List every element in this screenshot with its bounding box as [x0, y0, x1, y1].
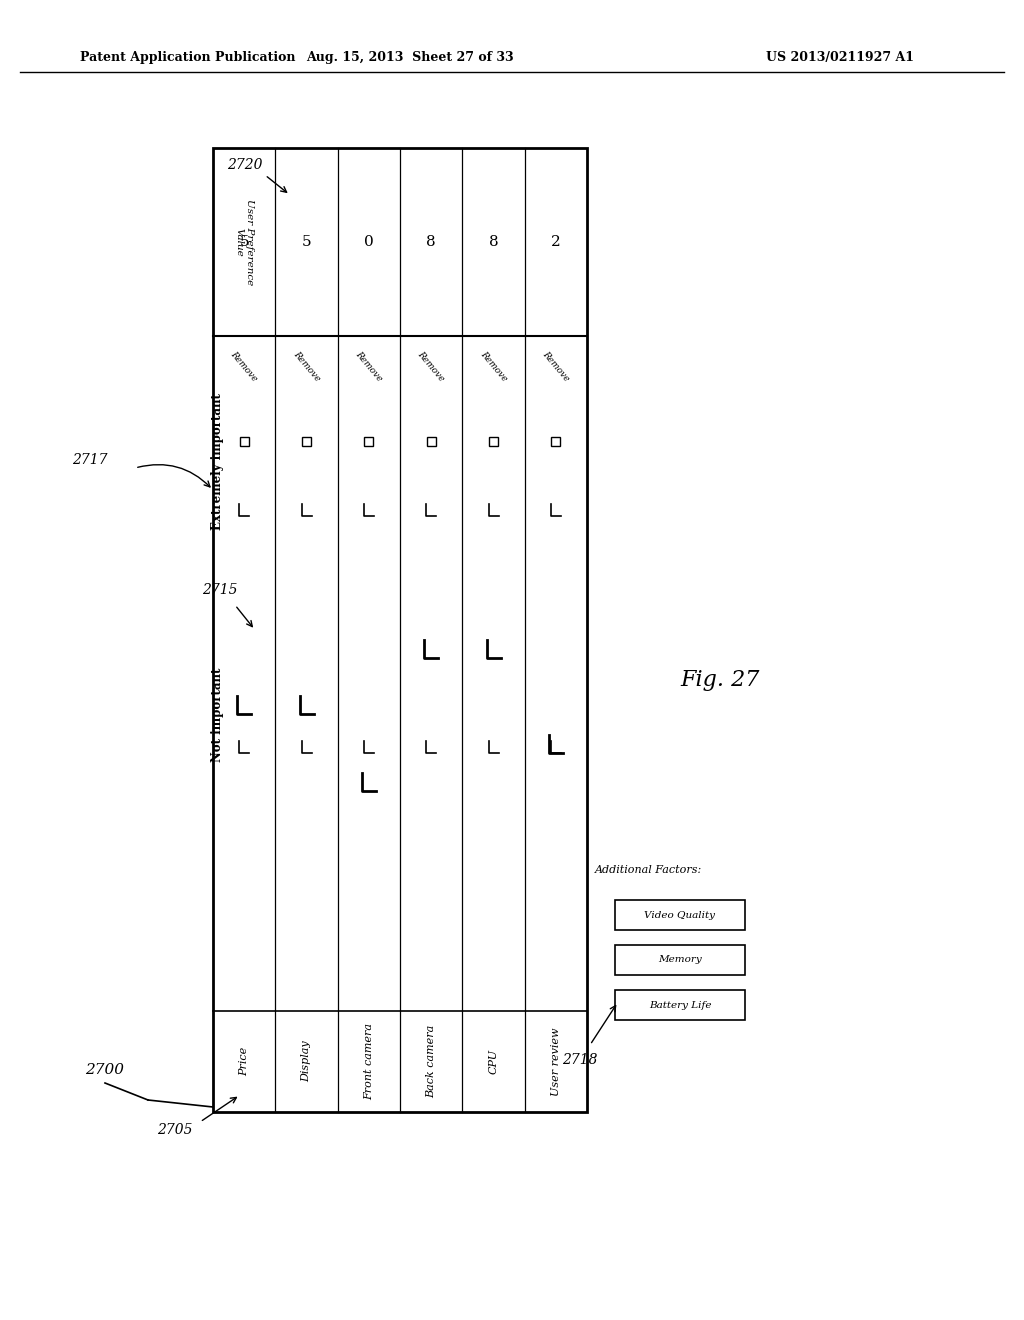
Bar: [551, 437, 560, 446]
Text: 2: 2: [551, 235, 561, 249]
Text: Remove: Remove: [291, 350, 322, 383]
Text: Remove: Remove: [478, 350, 509, 383]
Text: 2720: 2720: [227, 158, 263, 172]
Bar: [365, 437, 374, 446]
Text: CPU: CPU: [488, 1049, 499, 1074]
Text: Not important: Not important: [212, 667, 224, 762]
Text: Remove: Remove: [416, 350, 446, 383]
Bar: [489, 437, 498, 446]
Bar: [213, 148, 587, 1111]
Bar: [615, 900, 745, 931]
Text: 8: 8: [426, 235, 436, 249]
Text: Front camera: Front camera: [364, 1023, 374, 1100]
Text: Additional Factors:: Additional Factors:: [595, 865, 702, 875]
Text: User review: User review: [551, 1027, 561, 1096]
Text: Back camera: Back camera: [426, 1024, 436, 1098]
Bar: [302, 437, 311, 446]
Text: 2700: 2700: [85, 1063, 125, 1077]
Text: 0: 0: [364, 235, 374, 249]
Text: Price: Price: [240, 1047, 249, 1076]
Text: Display: Display: [301, 1040, 311, 1082]
Text: 5: 5: [302, 235, 311, 249]
Text: Remove: Remove: [229, 350, 259, 383]
Text: Fig. 27: Fig. 27: [680, 669, 760, 690]
Bar: [240, 437, 249, 446]
Text: Remove: Remove: [541, 350, 571, 383]
Text: Patent Application Publication: Patent Application Publication: [80, 51, 296, 65]
Text: 2718: 2718: [562, 1053, 598, 1067]
Text: 2717: 2717: [73, 453, 108, 467]
Text: Video Quality: Video Quality: [644, 911, 716, 920]
Text: 2715: 2715: [203, 583, 238, 597]
Text: 5: 5: [240, 235, 249, 249]
Text: Memory: Memory: [658, 956, 701, 965]
Text: 2705: 2705: [158, 1123, 193, 1137]
Text: Battery Life: Battery Life: [649, 1001, 712, 1010]
Text: 8: 8: [488, 235, 499, 249]
Text: Aug. 15, 2013  Sheet 27 of 33: Aug. 15, 2013 Sheet 27 of 33: [306, 51, 514, 65]
Bar: [615, 990, 745, 1020]
Bar: [615, 945, 745, 975]
Bar: [427, 437, 435, 446]
Text: User Preference
Value: User Preference Value: [234, 199, 254, 285]
Text: Extremely important: Extremely important: [212, 393, 224, 529]
Text: Remove: Remove: [353, 350, 384, 383]
Text: US 2013/0211927 A1: US 2013/0211927 A1: [766, 51, 914, 65]
